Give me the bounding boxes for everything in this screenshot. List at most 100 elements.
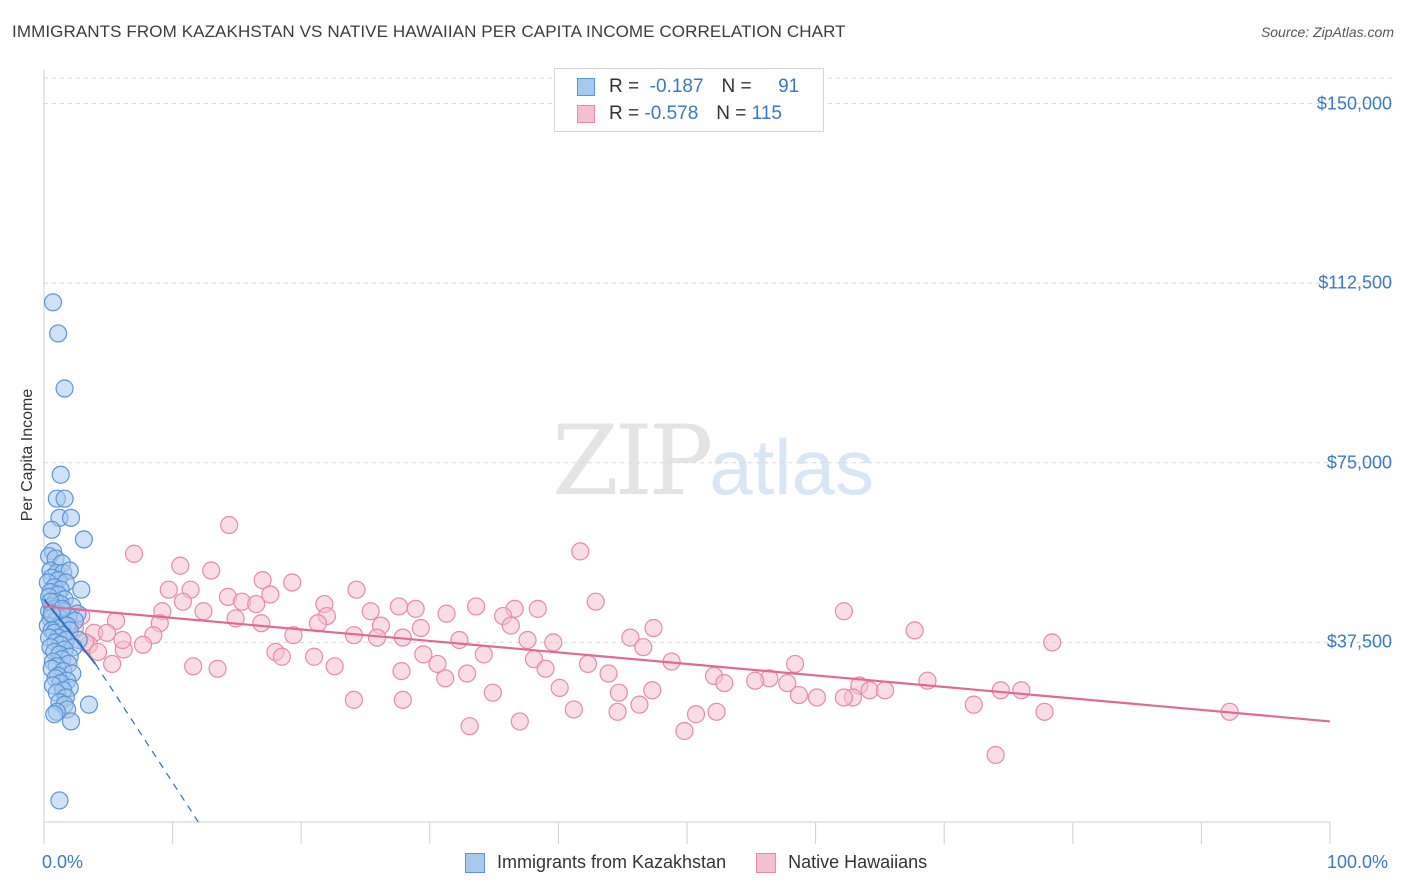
hawaiian-point (528, 599, 547, 618)
hawaiian-point (393, 690, 412, 709)
kazakhstan-point (61, 508, 81, 527)
hawaiian-point (875, 681, 895, 700)
hawaiian-point (778, 673, 797, 693)
hawaiian-point (97, 623, 117, 642)
y-tick-label: $150,000 (1316, 93, 1392, 114)
hawaiian-point (124, 544, 144, 563)
hawaiian-point (991, 681, 1010, 700)
hawaiian-point (173, 592, 192, 611)
blue-swatch (577, 78, 595, 96)
n-label: N = (716, 103, 747, 124)
hawaiian-point (834, 688, 853, 707)
hawaiian-point (159, 580, 178, 599)
kazakhstan-points (38, 293, 99, 810)
hawaiian-point (578, 654, 598, 674)
hawaiian-point (284, 626, 303, 645)
y-axis-label: Per Capita Income (19, 388, 36, 522)
n-value: 115 (751, 103, 782, 124)
chart-title: IMMIGRANTS FROM KAZAKHSTAN VS NATIVE HAW… (12, 22, 846, 41)
n-label: N = (721, 76, 752, 97)
kazakhstan-point (55, 379, 74, 398)
hawaiian-point (261, 585, 280, 604)
hawaiian-point (746, 671, 765, 690)
hawaiian-point (194, 602, 213, 621)
watermark-zip: ZIP (552, 405, 713, 517)
hawaiian-point (571, 542, 590, 561)
hawaiian-point (460, 717, 479, 736)
kazakhstan-point (50, 791, 69, 810)
legend-item-kazakhstan[interactable]: Immigrants from Kazakhstan (465, 852, 726, 873)
hawaiian-point (1043, 633, 1062, 652)
hawaiian-point (457, 664, 477, 683)
kazakhstan-point (51, 465, 70, 484)
hawaiian-point (437, 604, 456, 623)
kazakhstan-point (61, 712, 81, 731)
hawaiian-point (133, 635, 153, 654)
hawaiian-point (208, 659, 227, 678)
y-tick-label: $75,000 (1326, 452, 1392, 473)
kazakhstan-point (74, 530, 93, 549)
hawaiian-point (986, 745, 1005, 765)
source-label: Source: ZipAtlas.com (1260, 24, 1394, 40)
hawaiian-point (609, 683, 628, 702)
hawaiian-point (171, 556, 190, 575)
kazakhstan-point (79, 695, 99, 714)
kazakhstan-point (72, 580, 91, 599)
series-legend: Immigrants from Kazakhstan Native Hawaii… (465, 852, 957, 873)
legend-label: Immigrants from Kazakhstan (497, 852, 727, 872)
pink-swatch (577, 105, 595, 123)
r-value: -0.187 (649, 76, 704, 97)
hawaiian-point (518, 630, 537, 650)
hawaiian-point (253, 571, 272, 590)
hawaiian-point (88, 642, 108, 662)
hawaiian-point (599, 664, 618, 683)
watermark-atlas: atlas (709, 423, 874, 511)
legend-label: Native Hawaiians (788, 852, 928, 872)
hawaiian-point (220, 515, 239, 535)
kazakhstan-point (55, 489, 74, 508)
hawaiian-point (860, 681, 879, 700)
hawaiian-point (964, 695, 983, 714)
kazakhstan-trend-extension (94, 663, 199, 823)
hawaiian-point (807, 688, 826, 707)
hawaiian-point (428, 654, 447, 674)
hawaiian-point (103, 654, 122, 674)
hawaiian-point (347, 580, 366, 599)
hawaiian-point (184, 657, 203, 676)
hawaiian-point (283, 573, 302, 592)
hawaiian-point (247, 594, 266, 614)
x-tick-min: 0.0% (42, 852, 84, 872)
hawaiian-point (304, 647, 324, 666)
hawaiian-point (643, 681, 662, 700)
hawaiian-point (550, 678, 569, 697)
hawaiian-point (510, 712, 529, 731)
hawaiian-point (536, 659, 555, 678)
hawaiian-point (1012, 681, 1031, 700)
hawaiian-point (789, 685, 808, 705)
legend-item-hawaiians[interactable]: Native Hawaiians (756, 852, 927, 873)
pink-legend-swatch (756, 852, 777, 873)
hawaiian-point (361, 602, 380, 621)
hawaiian-point (436, 669, 455, 688)
hawaiian-point (474, 645, 493, 664)
legend-row-hawaiians: R = -0.578 N = 115 (577, 102, 782, 126)
hawaiian-point (586, 592, 605, 611)
hawaiian-point (715, 673, 734, 693)
kazakhstan-point (43, 293, 63, 312)
legend-row-kazakhstan: R = -0.187 N = 91 (577, 75, 799, 99)
trend-lines (43, 598, 1331, 823)
kazakhstan-point (45, 705, 64, 724)
hawaiian-point (389, 597, 409, 616)
r-value: -0.578 (644, 103, 699, 124)
hawaiian-point (621, 628, 640, 647)
hawaiian-point (501, 616, 520, 635)
hawaiian-point (686, 705, 706, 724)
correlation-legend: R = -0.187 N = 91 R = -0.578 N = 115 (554, 68, 824, 132)
r-label: R = (609, 76, 640, 97)
hawaiian-point (272, 647, 292, 666)
blue-legend-swatch (465, 852, 485, 873)
hawaiian-point (630, 695, 649, 714)
axes (43, 70, 1331, 844)
y-tick-label: $37,500 (1326, 631, 1392, 652)
hawaiian-point (834, 602, 853, 621)
